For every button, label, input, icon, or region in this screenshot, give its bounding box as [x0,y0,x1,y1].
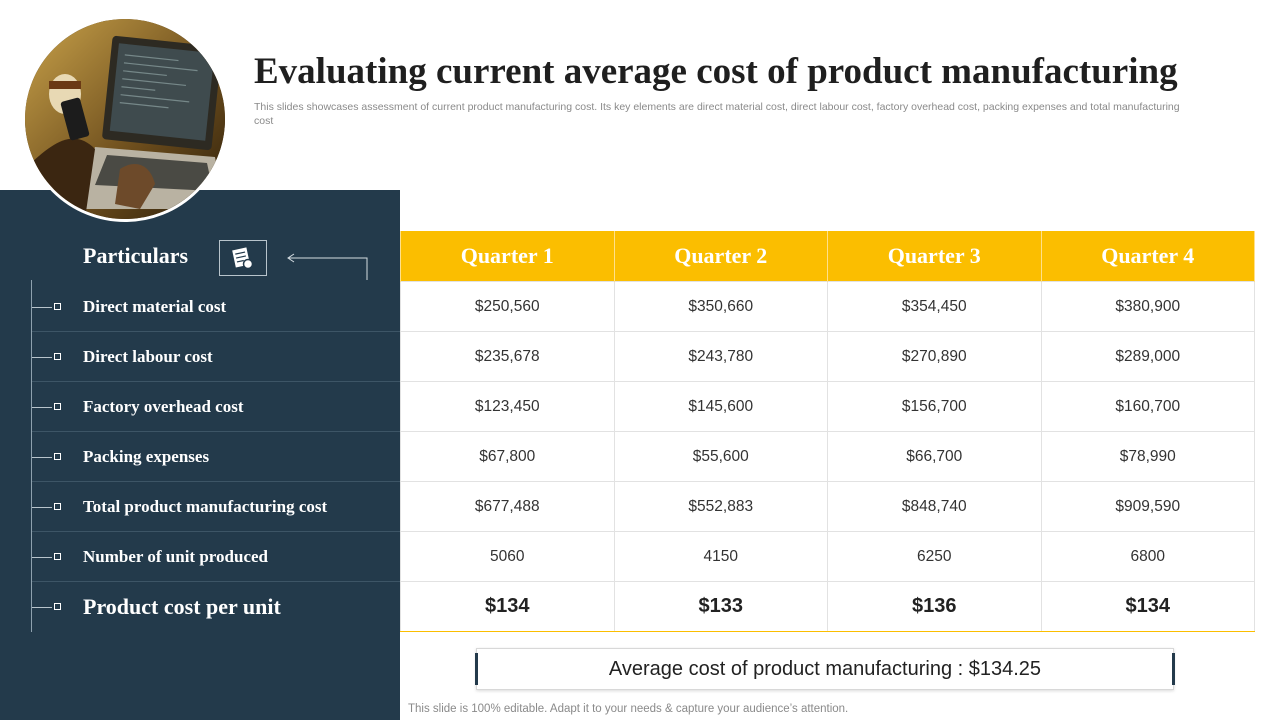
table-cell: $134 [1040,581,1255,632]
table-cell: $552,883 [613,481,828,532]
footer-note: This slide is 100% editable. Adapt it to… [408,703,849,715]
table-row: $250,560 $350,660 $354,450 $380,900 [400,281,1255,332]
table-cell: $909,590 [1040,481,1255,532]
particulars-icon-box [219,240,267,276]
row-label-total-cost: Total product manufacturing cost [32,482,400,532]
table-cell: $66,700 [827,431,1042,482]
bullet-icon [54,603,61,610]
bullet-icon [54,303,61,310]
table-cell: $243,780 [613,331,828,382]
table-cell: $677,488 [400,481,615,532]
laptop-coffee-photo [22,16,228,222]
table-cell: $123,450 [400,381,615,432]
table-cell: $136 [827,581,1042,632]
bullet-icon [54,453,61,460]
average-cost-text: Average cost of product manufacturing : … [608,658,1042,680]
table-row: 5060 4150 6250 6800 [400,531,1255,582]
table-cell: $848,740 [827,481,1042,532]
table-cell: $78,990 [1040,431,1255,482]
quarter-header: Quarter 3 [827,231,1042,282]
average-cost-box: Average cost of product manufacturing : … [475,648,1175,690]
row-label-direct-labour: Direct labour cost [32,332,400,382]
table-cell: $55,600 [613,431,828,482]
bullet-icon [54,403,61,410]
document-search-icon [230,245,256,272]
table-row: $677,488 $552,883 $848,740 $909,590 [400,481,1255,532]
table-row: $67,800 $55,600 $66,700 $78,990 [400,431,1255,482]
row-label-units-produced: Number of unit produced [32,532,400,582]
table-cell: $250,560 [400,281,615,332]
particulars-connector-line [31,280,32,632]
bullet-icon [54,553,61,560]
table-cell: $289,000 [1040,331,1255,382]
arrow-left-icon [287,253,368,280]
quarter-header: Quarter 1 [400,231,615,282]
bullet-icon [54,353,61,360]
page-title: Evaluating current average cost of produ… [254,51,1178,92]
table-row: $235,678 $243,780 $270,890 $289,000 [400,331,1255,382]
particulars-heading: Particulars [83,243,189,268]
table-header-row: Quarter 1 Quarter 2 Quarter 3 Quarter 4 [400,231,1255,282]
table-cell: $133 [613,581,828,632]
table-cell: 5060 [400,531,615,582]
particulars-panel [0,190,400,720]
table-row: $123,450 $145,600 $156,700 $160,700 [400,381,1255,432]
table-cell: $145,600 [613,381,828,432]
table-cell: 6800 [1040,531,1255,582]
table-cell: $380,900 [1040,281,1255,332]
table-cell: $156,700 [827,381,1042,432]
row-label-factory-overhead: Factory overhead cost [32,382,400,432]
table-cell: $354,450 [827,281,1042,332]
table-cell: $270,890 [827,331,1042,382]
row-label-direct-material: Direct material cost [32,282,400,332]
table-cell: $67,800 [400,431,615,482]
table-cell: $134 [400,581,615,632]
page-subtitle: This slides showcases assessment of curr… [254,101,1180,127]
table-cell: 4150 [613,531,828,582]
row-label-cost-per-unit: Product cost per unit [32,582,400,632]
quarter-header: Quarter 4 [1040,231,1255,282]
quarter-header: Quarter 2 [613,231,828,282]
table-cell: $235,678 [400,331,615,382]
cost-per-unit-row: $134 $133 $136 $134 [400,581,1255,632]
bullet-icon [54,503,61,510]
table-cell: $350,660 [613,281,828,332]
quarter-cost-table: Quarter 1 Quarter 2 Quarter 3 Quarter 4 … [400,231,1255,632]
table-cell: $160,700 [1040,381,1255,432]
table-cell: 6250 [827,531,1042,582]
row-label-packing-expenses: Packing expenses [32,432,400,482]
